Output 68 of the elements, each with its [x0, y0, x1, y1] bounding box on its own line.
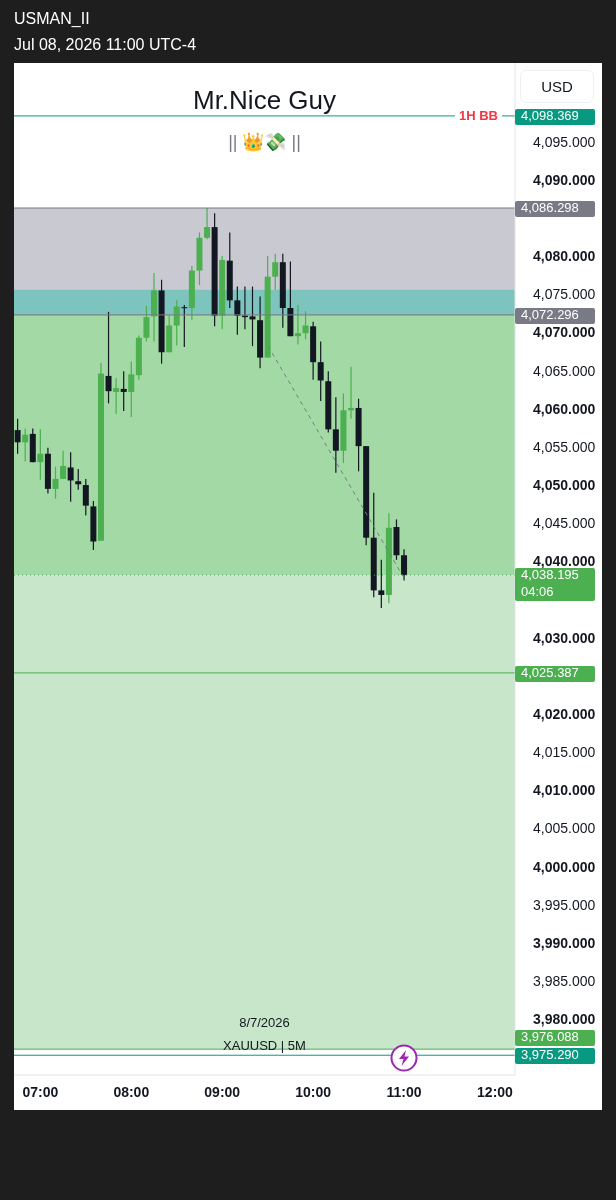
y-tick-label: 4,055.000 — [533, 438, 596, 455]
candlestick — [302, 310, 309, 340]
candlestick — [75, 468, 82, 491]
ref-line-label: 4,098.369 — [521, 107, 580, 123]
candlestick — [37, 428, 44, 481]
candlestick — [294, 304, 301, 346]
y-tick-label: 4,090.000 — [533, 171, 596, 188]
x-tick-label: 11:00 — [386, 1084, 422, 1100]
y-tick-label: 3,980.000 — [533, 1011, 596, 1028]
candlestick — [128, 360, 135, 418]
candlestick — [22, 427, 29, 462]
y-tick-label: 4,045.000 — [533, 515, 596, 532]
y-tick-label: 4,005.000 — [533, 820, 596, 837]
text: 04:06 — [521, 584, 555, 600]
ref-line-label: 3,976.088 — [521, 1029, 580, 1045]
candlestick — [401, 548, 408, 582]
y-tick-label: 4,030.000 — [533, 629, 596, 646]
y-tick-label: 3,990.000 — [533, 934, 596, 951]
ref-line-label: 4,025.387 — [521, 664, 580, 680]
ref-line-label: 4,072.296 — [521, 306, 580, 322]
candlestick — [332, 396, 339, 474]
ref-line-label: 3,975.290 — [521, 1047, 580, 1063]
y-tick-label: 4,070.000 — [533, 324, 596, 341]
y-tick-label: 4,040.000 — [533, 553, 596, 570]
candlestick — [67, 451, 74, 503]
candlestick — [52, 466, 59, 500]
y-tick-label: 4,020.000 — [533, 706, 596, 723]
candlestick — [14, 418, 21, 455]
candlestick — [181, 304, 188, 348]
y-tick-label: 4,095.000 — [533, 133, 596, 150]
candlestick — [143, 305, 150, 343]
text: Jul 08, 2026 11:00 UTC-4 — [14, 35, 197, 55]
candlestick — [105, 311, 112, 404]
text: USD — [520, 70, 594, 103]
y-tick-label: 4,050.000 — [533, 477, 596, 494]
candlestick — [82, 478, 89, 517]
candlestick — [249, 286, 256, 347]
y-tick-label: 4,065.000 — [533, 362, 596, 379]
candlestick — [272, 253, 279, 291]
text: || 👑💸 || — [227, 131, 302, 153]
candlestick — [234, 286, 241, 336]
x-tick-label: 07:00 — [22, 1084, 59, 1100]
candlestick — [378, 559, 385, 609]
ref-line-label: 4,086.298 — [521, 200, 580, 216]
annotation: 8/7/2026 — [238, 1014, 291, 1032]
y-tick-label: 3,985.000 — [533, 973, 596, 990]
x-tick-label: 10:00 — [295, 1084, 332, 1100]
text: USMAN_II — [14, 9, 91, 29]
x-tick-label: 12:00 — [477, 1084, 514, 1100]
ref-line-label: 4,038.195 — [521, 567, 579, 583]
candlestick — [204, 207, 211, 240]
x-tick-label: 08:00 — [113, 1084, 150, 1100]
x-tick-label: 09:00 — [204, 1084, 241, 1100]
candlestick — [317, 340, 324, 402]
y-tick-label: 4,075.000 — [533, 286, 596, 303]
y-tick-label: 4,010.000 — [533, 782, 596, 799]
candlestick — [113, 377, 120, 415]
text: Mr.Nice Guy — [192, 85, 337, 115]
y-tick-label: 4,015.000 — [533, 744, 596, 761]
candlestick — [173, 299, 180, 346]
annotation: XAUUSD | 5M — [222, 1037, 307, 1055]
y-tick-label: 4,080.000 — [533, 248, 596, 265]
y-tick-label: 3,995.000 — [533, 896, 596, 913]
candlestick — [60, 450, 67, 480]
candlestick — [120, 370, 127, 412]
y-tick-label: 4,060.000 — [533, 400, 596, 417]
annotation: 1H BB — [455, 106, 503, 125]
y-tick-label: 4,000.000 — [533, 858, 596, 875]
